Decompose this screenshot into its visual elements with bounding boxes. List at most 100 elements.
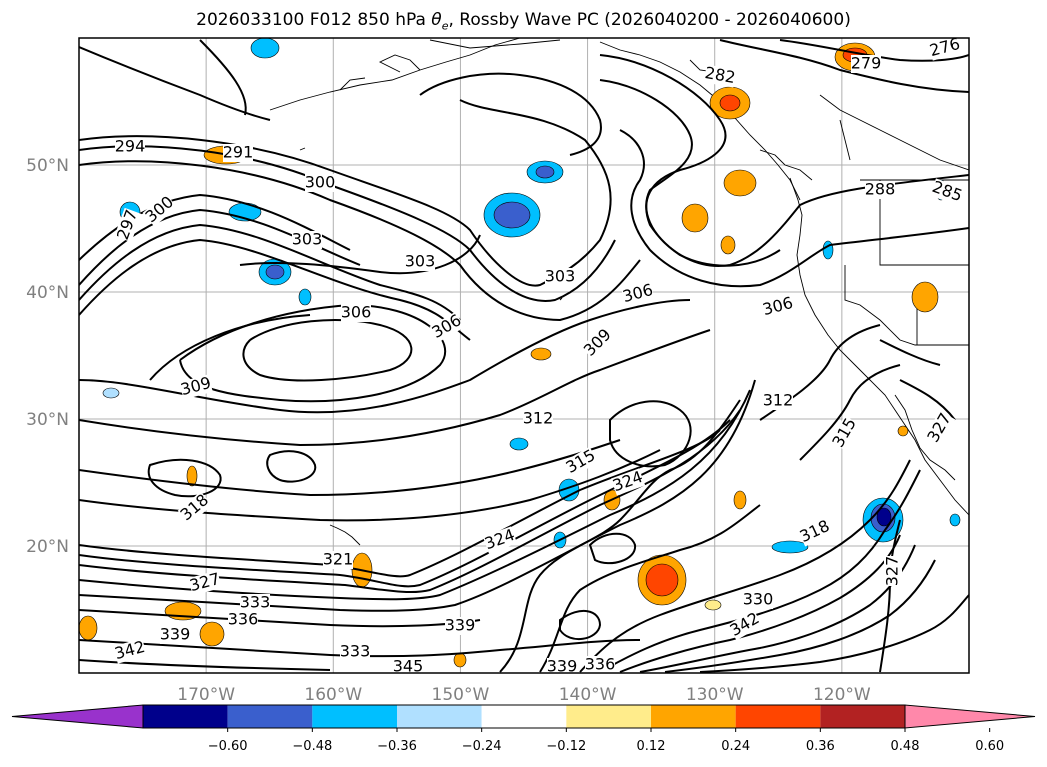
- negative-anomaly-patch: [250, 38, 280, 59]
- positive-anomaly-patch: [720, 235, 736, 255]
- negative-anomaly-patch: [265, 264, 285, 280]
- theta-e-contours: [79, 39, 969, 673]
- positive-anomaly-patch: [530, 347, 552, 361]
- contour-label: 312: [763, 391, 794, 410]
- longitude-axis: 170°W 160°W 150°W 140°W 130°W 120°W: [177, 685, 871, 705]
- colorbar-segment: [820, 705, 905, 728]
- contour-label-background: [610, 468, 646, 496]
- colorbar-extend-min: [11, 704, 144, 729]
- colorbar-segment: [735, 705, 821, 728]
- contour-label-background: [797, 517, 833, 547]
- lon-tick-label: 120°W: [813, 685, 871, 705]
- contour-label-background: [703, 64, 737, 88]
- negative-anomaly-patch: [949, 513, 961, 527]
- colorbar-tick-label: 0.36: [806, 739, 835, 754]
- contour-label-background: [115, 138, 145, 156]
- contour-label-background: [240, 594, 270, 612]
- contour-label: 339: [160, 625, 191, 644]
- contour-label-background: [929, 178, 965, 206]
- colorbar-tick-label: −0.60: [208, 739, 248, 754]
- contour-label-background: [545, 268, 575, 286]
- positive-anomaly-patch: [704, 599, 722, 611]
- contour-label-background: [865, 181, 895, 199]
- contour-label-background: [523, 410, 553, 428]
- latitude-axis: 50°N 40°N 30°N 20°N: [26, 156, 69, 557]
- contour-label-background: [924, 410, 956, 446]
- positive-anomaly-patch: [719, 94, 741, 112]
- contour-label-background: [142, 193, 178, 227]
- contour-label-background: [743, 591, 773, 609]
- colorbar-tick-label: −0.48: [292, 739, 332, 754]
- contour-label-background: [547, 658, 577, 673]
- contour-label: 330: [743, 590, 774, 609]
- lon-tick-label: 140°W: [559, 685, 617, 705]
- contour-label: 321: [323, 550, 354, 569]
- negative-anomaly-patch: [102, 387, 120, 399]
- contour-label-background: [160, 626, 190, 644]
- negative-anomaly-patch: [493, 201, 531, 229]
- contour-label-background: [188, 570, 222, 596]
- contour-label: 303: [545, 267, 576, 286]
- colorbar-segment: [651, 705, 736, 728]
- contour-label-background: [305, 174, 335, 192]
- figure-title: 2026033100 F012 850 hPa θe, Rossby Wave …: [196, 10, 851, 33]
- contour-label-background: [429, 311, 465, 343]
- contour-label: 345: [393, 657, 424, 676]
- contour-label-background: [228, 611, 258, 629]
- colorbar-tick-label: 0.12: [637, 739, 666, 754]
- contour-label-background: [323, 551, 353, 569]
- negative-anomaly-patch: [822, 240, 834, 260]
- positive-anomaly-patch: [723, 169, 757, 197]
- colorbar: −0.60 −0.48 −0.36 −0.24 −0.12 0.12 0.24 0.36 0.4…: [11, 704, 1036, 754]
- contour-label-background: [292, 231, 322, 249]
- positive-anomaly-patch: [79, 615, 98, 641]
- contour-label: 336: [228, 610, 259, 629]
- colorbar-extend-max: [904, 704, 1036, 729]
- lon-tick-label: 130°W: [686, 685, 744, 705]
- map-frame: [78, 37, 970, 674]
- contour-label-background: [621, 281, 655, 307]
- contour-label-background: [482, 526, 518, 554]
- negative-anomaly-patch: [535, 165, 555, 179]
- positive-anomaly-patch: [645, 563, 679, 597]
- contour-label-background: [341, 304, 371, 322]
- colorbar-segment: [227, 705, 313, 728]
- contour-label-background: [581, 326, 615, 360]
- contour-label: 333: [340, 642, 371, 661]
- negative-anomaly-patch: [509, 437, 529, 451]
- contour-label: 333: [240, 593, 271, 612]
- contour-label: 300: [305, 173, 336, 192]
- contour-label: 288: [865, 180, 896, 199]
- contour-label-background: [928, 38, 962, 61]
- contour-label-background: [177, 491, 213, 525]
- contour-label-background: [851, 55, 881, 73]
- colorbar-segment: [481, 705, 567, 728]
- negative-anomaly-patch: [298, 288, 312, 306]
- colorbar-tick-label: 0.60: [975, 739, 1004, 754]
- colorbar-tick-label: −0.36: [377, 739, 417, 754]
- lon-tick-label: 170°W: [177, 685, 235, 705]
- contour-label: 279: [851, 54, 882, 73]
- contour-label: 312: [523, 409, 554, 428]
- contour-label-background: [114, 207, 142, 243]
- negative-anomaly-patch: [771, 540, 809, 554]
- contour-label: 306: [341, 303, 372, 322]
- positive-anomaly-patch: [911, 281, 939, 313]
- contour-label: 303: [405, 252, 436, 271]
- contour-label-background: [727, 609, 763, 641]
- positive-anomaly-patch: [733, 490, 747, 510]
- colorbar-segment: [397, 705, 482, 728]
- contour-label-background: [405, 253, 435, 271]
- colorbar-tick-label: −0.24: [462, 739, 502, 754]
- lat-tick-label: 40°N: [26, 283, 69, 303]
- lat-tick-label: 20°N: [26, 537, 69, 557]
- positive-anomaly-patch: [897, 425, 909, 437]
- contour-label: 339: [547, 657, 578, 676]
- contour-label: 327: [883, 556, 902, 587]
- colorbar-segment: [312, 705, 397, 728]
- lon-tick-label: 150°W: [432, 685, 490, 705]
- contour-label-background: [563, 446, 599, 478]
- positive-anomaly-patch: [186, 465, 198, 487]
- contour-label-background: [829, 415, 861, 451]
